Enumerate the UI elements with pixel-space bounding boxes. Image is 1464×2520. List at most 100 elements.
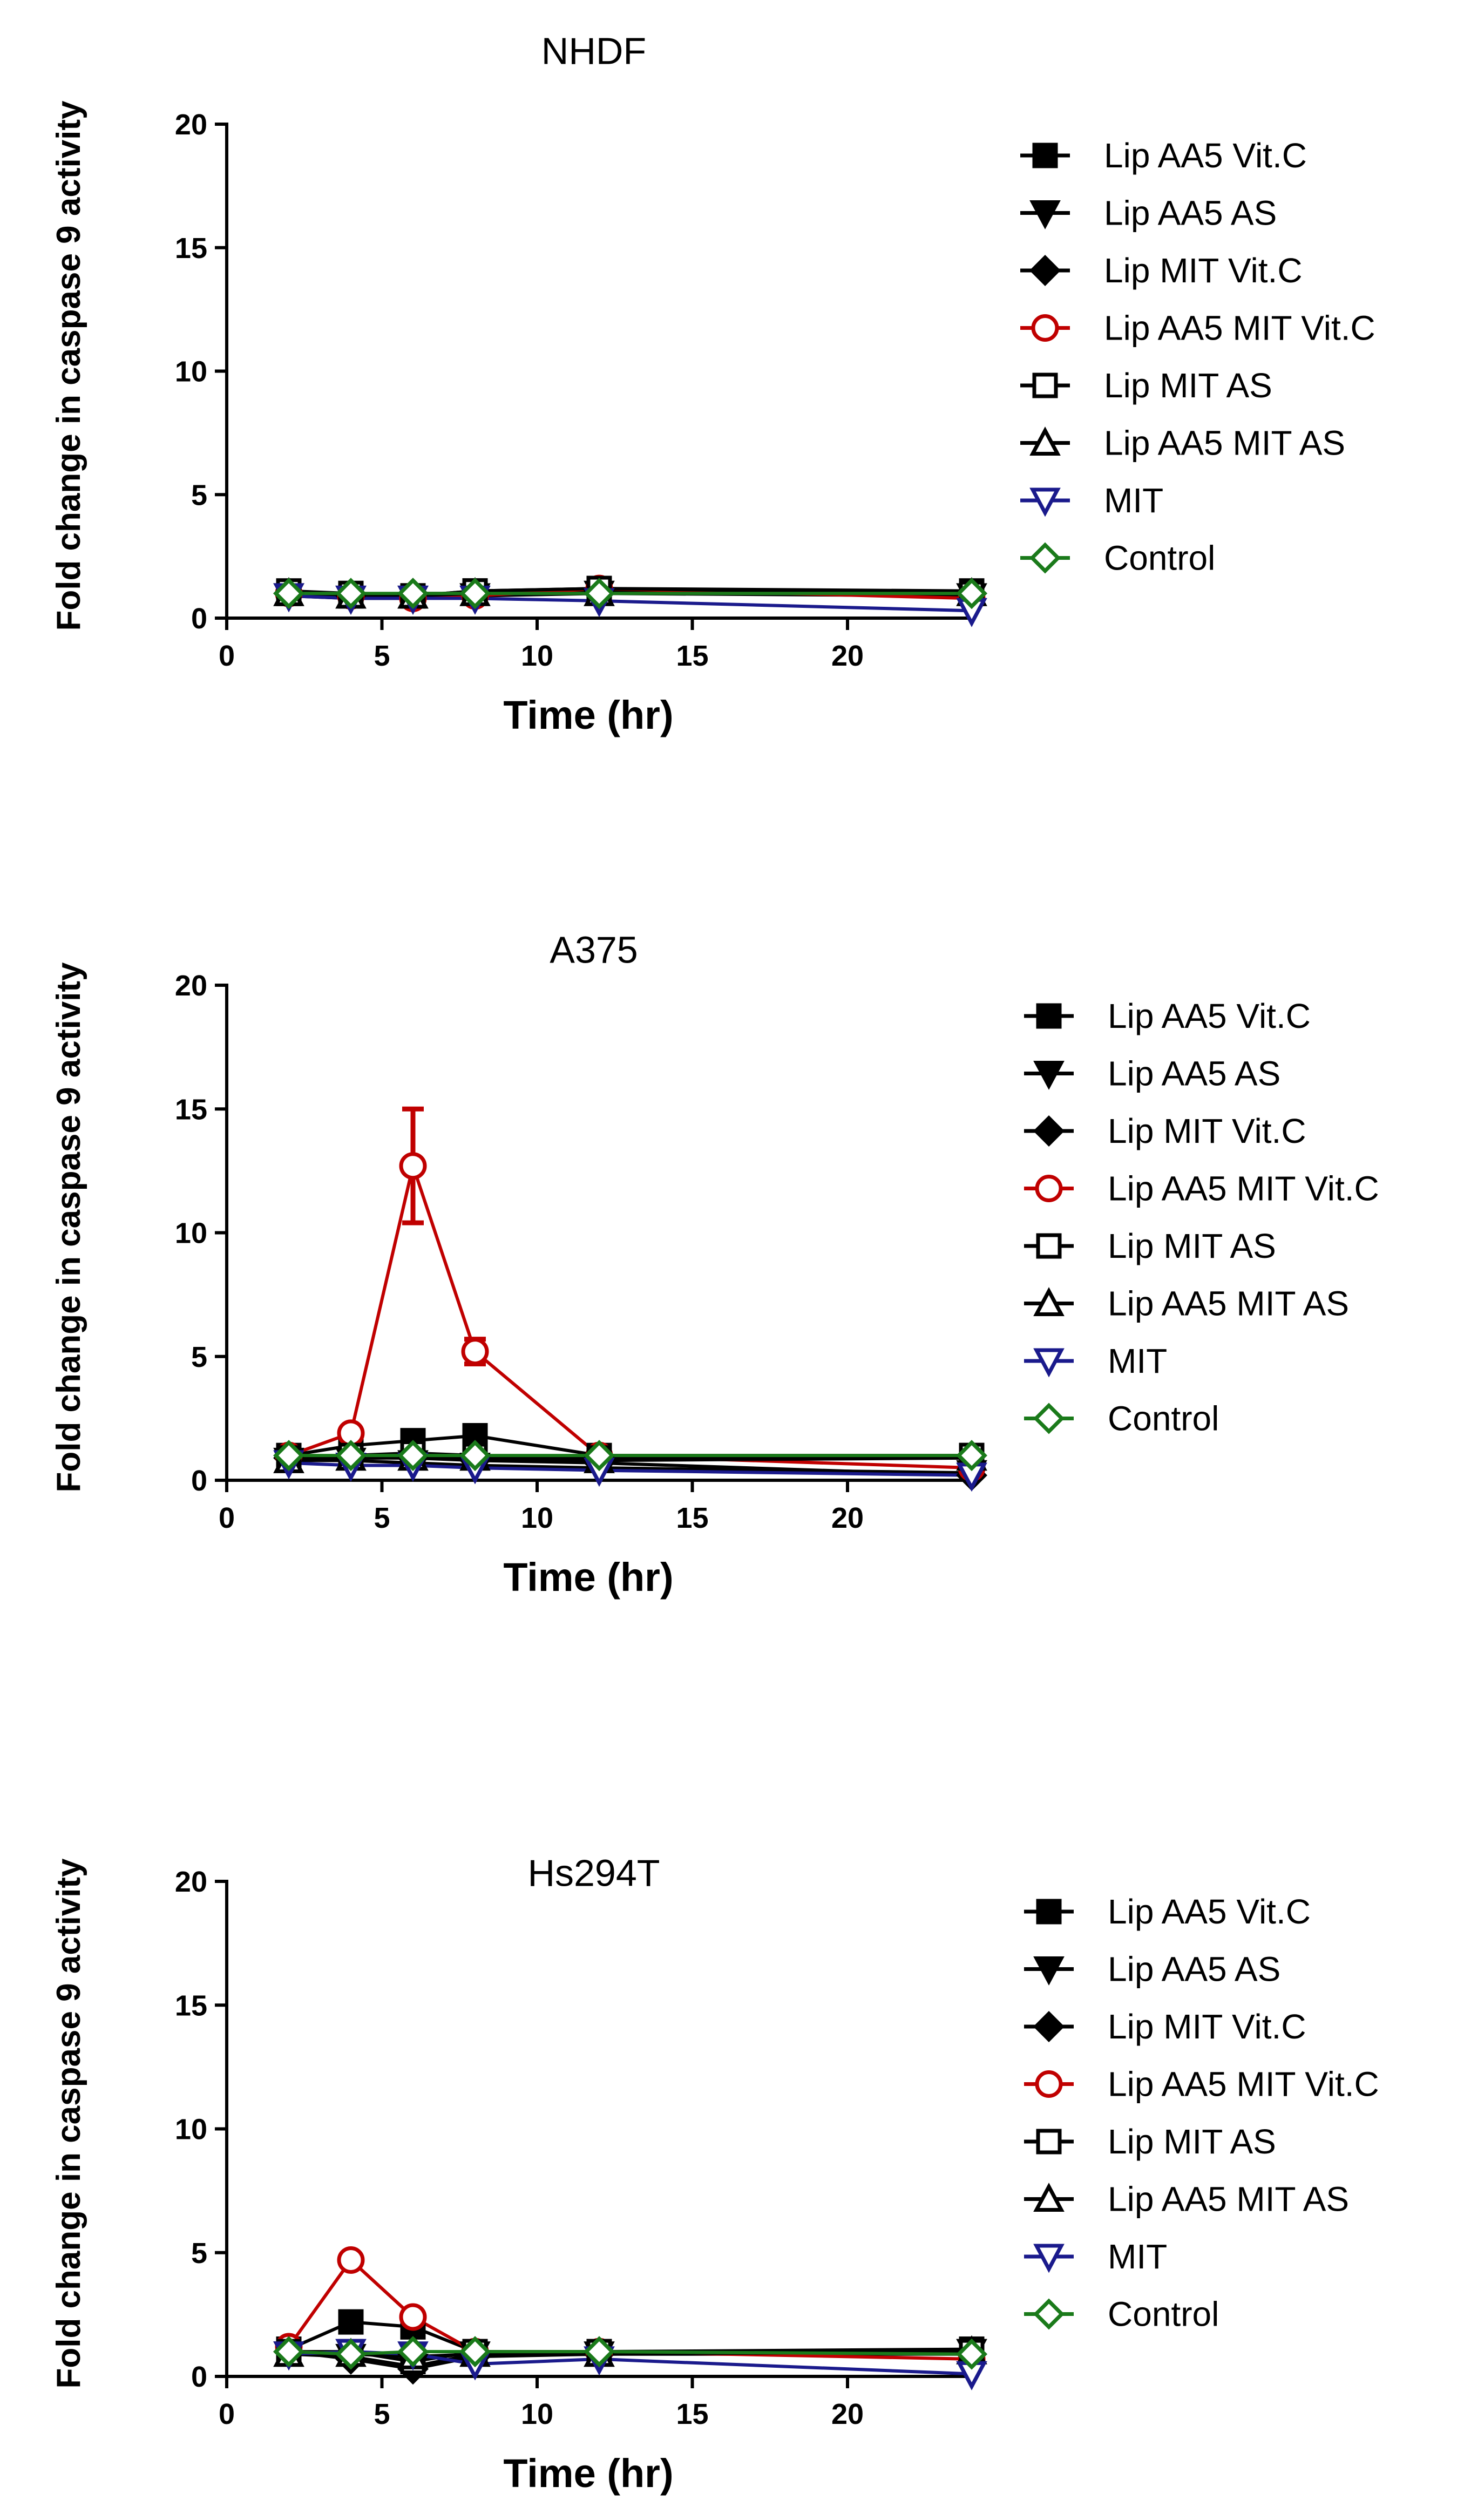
legend-label: Lip MIT AS [1108, 2122, 1276, 2161]
legend: Lip AA5 Vit.C Lip AA5 AS Lip MIT Vit.C Lip … [1020, 136, 1375, 578]
legend-swatch-marker [1036, 1899, 1062, 1925]
data-point-series-4 [337, 2246, 365, 2274]
y-tick-label: 20 [175, 109, 207, 141]
legend-swatch-marker [1029, 255, 1061, 286]
data-point-series-8 [956, 1440, 987, 1472]
legend-swatch-marker [1031, 314, 1059, 342]
y-tick-label: 20 [175, 970, 207, 1002]
y-tick-label: 0 [191, 602, 207, 635]
legend-label: Lip AA5 AS [1108, 1950, 1280, 1989]
data-point-series-8 [584, 1440, 615, 1472]
chart-panel-2: A375 0 5 10 15 20 0 5 10 15 20 Time (hr) Fold change… [50, 929, 1379, 1600]
x-axis-title: Time (hr) [503, 693, 673, 737]
legend-label: Lip MIT Vit.C [1108, 2007, 1306, 2046]
legend-swatch-marker [1033, 2183, 1065, 2212]
x-tick-label: 0 [219, 2398, 235, 2430]
legend-swatch-marker [1033, 1403, 1065, 1434]
x-tick-label: 5 [374, 640, 390, 672]
legend-label: Lip AA5 MIT AS [1104, 424, 1345, 463]
legend-label: Control [1108, 2295, 1219, 2334]
x-tick-label: 0 [219, 1502, 235, 1534]
legend-swatch-marker [1033, 2244, 1065, 2273]
legend-label: Lip AA5 MIT AS [1108, 2180, 1349, 2219]
data-point-series-8 [397, 1440, 429, 1472]
data-point-series-8 [273, 1440, 304, 1472]
y-tick-label: 10 [175, 1217, 207, 1250]
x-axis-title: Time (hr) [503, 1555, 673, 1600]
legend-label: Lip AA5 AS [1108, 1054, 1280, 1093]
y-tick-label: 0 [191, 2361, 207, 2393]
y-axis-title: Fold change in caspase 9 activity [50, 962, 87, 1493]
y-tick-label: 5 [191, 479, 207, 511]
x-tick-label: 15 [676, 2398, 708, 2430]
legend-swatch-marker [1029, 487, 1061, 517]
series-line-4 [288, 1160, 972, 1470]
legend-label: MIT [1108, 1342, 1167, 1380]
x-tick-label: 10 [521, 640, 553, 672]
x-tick-label: 5 [374, 1502, 390, 1534]
data-point-series-8 [335, 578, 367, 609]
y-axis-title: Fold change in caspase 9 activity [50, 1858, 87, 2389]
legend-swatch-marker [1033, 1956, 1065, 1986]
series-line-4 [287, 2258, 972, 2361]
legend-swatch-marker [1036, 1003, 1062, 1029]
legend-swatch-marker [1032, 143, 1058, 168]
legend-swatch-marker [1029, 200, 1061, 229]
legend-label: Lip AA5 MIT Vit.C [1108, 1169, 1379, 1208]
legend-label: MIT [1108, 2237, 1167, 2276]
legend: Lip AA5 Vit.C Lip AA5 AS Lip MIT Vit.C Lip … [1024, 997, 1379, 1438]
legend-label: Control [1104, 539, 1215, 578]
chart-title: NHDF [541, 30, 646, 72]
legend-label: Lip MIT AS [1104, 366, 1272, 405]
data-point-series-8 [956, 578, 987, 609]
legend-swatch-marker [1036, 2129, 1062, 2155]
legend-label: Lip AA5 MIT Vit.C [1108, 2065, 1379, 2104]
legend-swatch-marker [1033, 1348, 1065, 1378]
chart-title: A375 [550, 929, 638, 971]
data-point-series-8 [459, 1440, 491, 1472]
y-tick-label: 10 [175, 356, 207, 388]
legend-label: Control [1108, 1399, 1219, 1438]
legend: Lip AA5 Vit.C Lip AA5 AS Lip MIT Vit.C Lip … [1024, 1892, 1379, 2334]
x-tick-label: 20 [831, 1502, 864, 1534]
legend-swatch-marker [1033, 2011, 1065, 2042]
legend-label: Lip AA5 MIT AS [1108, 1284, 1349, 1323]
legend-swatch-marker [1029, 542, 1061, 574]
x-tick-label: 10 [521, 1502, 553, 1534]
legend-swatch-marker [1032, 372, 1058, 398]
data-point-series-8 [273, 2336, 304, 2368]
data-point-series-8 [584, 578, 615, 609]
data-point-series-8 [335, 1440, 367, 1472]
data-point-series-8 [397, 578, 429, 609]
legend-swatch-marker [1036, 1233, 1062, 1259]
legend-label: MIT [1104, 481, 1163, 520]
legend-label: Lip AA5 AS [1104, 194, 1277, 233]
chart-panel-1: NHDF 0 5 10 15 20 0 5 10 15 20 Time (hr) Fold change… [50, 30, 1375, 737]
y-tick-label: 15 [175, 1989, 207, 2022]
legend-label: Lip MIT Vit.C [1108, 1112, 1306, 1150]
x-tick-label: 15 [676, 640, 708, 672]
x-axis-title: Time (hr) [503, 2451, 673, 2496]
data-point-series-4 [399, 1152, 427, 1180]
legend-swatch-marker [1033, 1115, 1065, 1147]
data-point-series-8 [335, 2338, 367, 2370]
legend-swatch-marker [1033, 1061, 1065, 1090]
data-point-series-8 [459, 2336, 491, 2368]
legend-swatch-marker [1029, 426, 1061, 456]
legend-swatch-marker [1035, 2070, 1063, 2098]
legend-swatch-marker [1033, 2298, 1065, 2330]
x-tick-label: 5 [374, 2398, 390, 2430]
x-tick-label: 20 [831, 640, 864, 672]
data-point-series-8 [956, 2338, 987, 2370]
x-tick-label: 20 [831, 2398, 864, 2430]
y-tick-label: 20 [175, 1866, 207, 1898]
legend-swatch-marker [1035, 1175, 1063, 1202]
y-axis-title: Fold change in caspase 9 activity [50, 100, 87, 631]
y-tick-label: 5 [191, 2237, 207, 2270]
x-tick-label: 0 [219, 640, 235, 672]
legend-label: Lip AA5 Vit.C [1108, 997, 1311, 1035]
series-line-1 [288, 2320, 972, 2354]
data-point-series-8 [584, 2336, 615, 2368]
chart-title: Hs294T [527, 1852, 660, 1894]
